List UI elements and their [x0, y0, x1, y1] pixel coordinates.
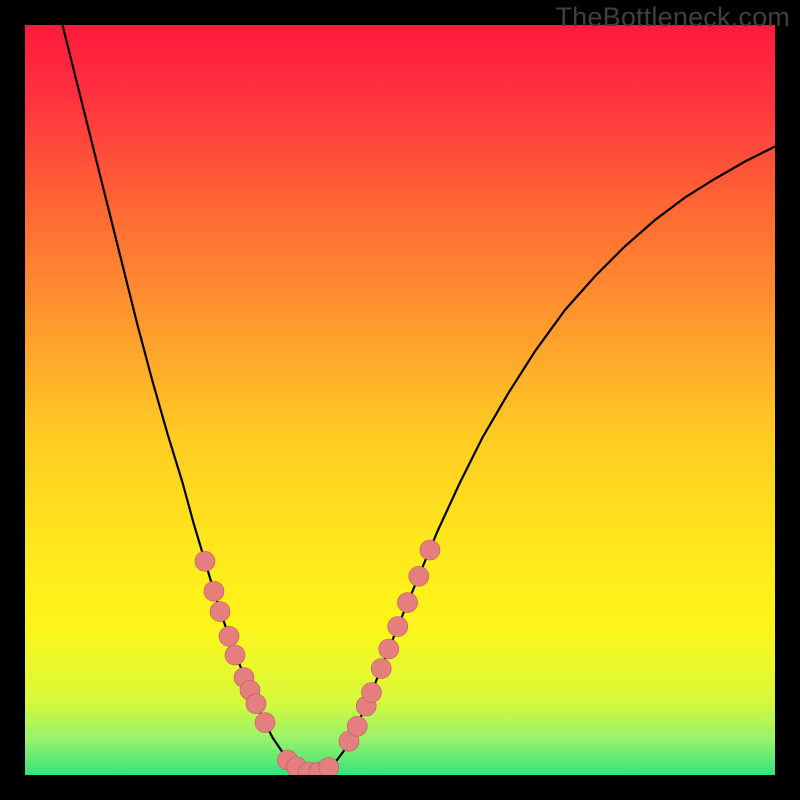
marker-dot	[225, 645, 245, 665]
plot-background	[25, 25, 775, 775]
marker-dot	[347, 716, 367, 736]
marker-dot	[219, 626, 239, 646]
marker-dot	[319, 758, 339, 778]
marker-dot	[204, 581, 224, 601]
marker-dot	[371, 659, 391, 679]
figure-stage: TheBottleneck.com	[0, 0, 800, 800]
marker-dot	[210, 602, 230, 622]
marker-dot	[398, 593, 418, 613]
marker-dot	[362, 683, 382, 703]
marker-dot	[255, 713, 275, 733]
marker-dot	[388, 617, 408, 637]
marker-dot	[420, 540, 440, 560]
chart-svg	[0, 0, 800, 800]
marker-dot	[409, 566, 429, 586]
marker-dot	[246, 694, 266, 714]
marker-dot	[195, 551, 215, 571]
marker-dot	[379, 639, 399, 659]
